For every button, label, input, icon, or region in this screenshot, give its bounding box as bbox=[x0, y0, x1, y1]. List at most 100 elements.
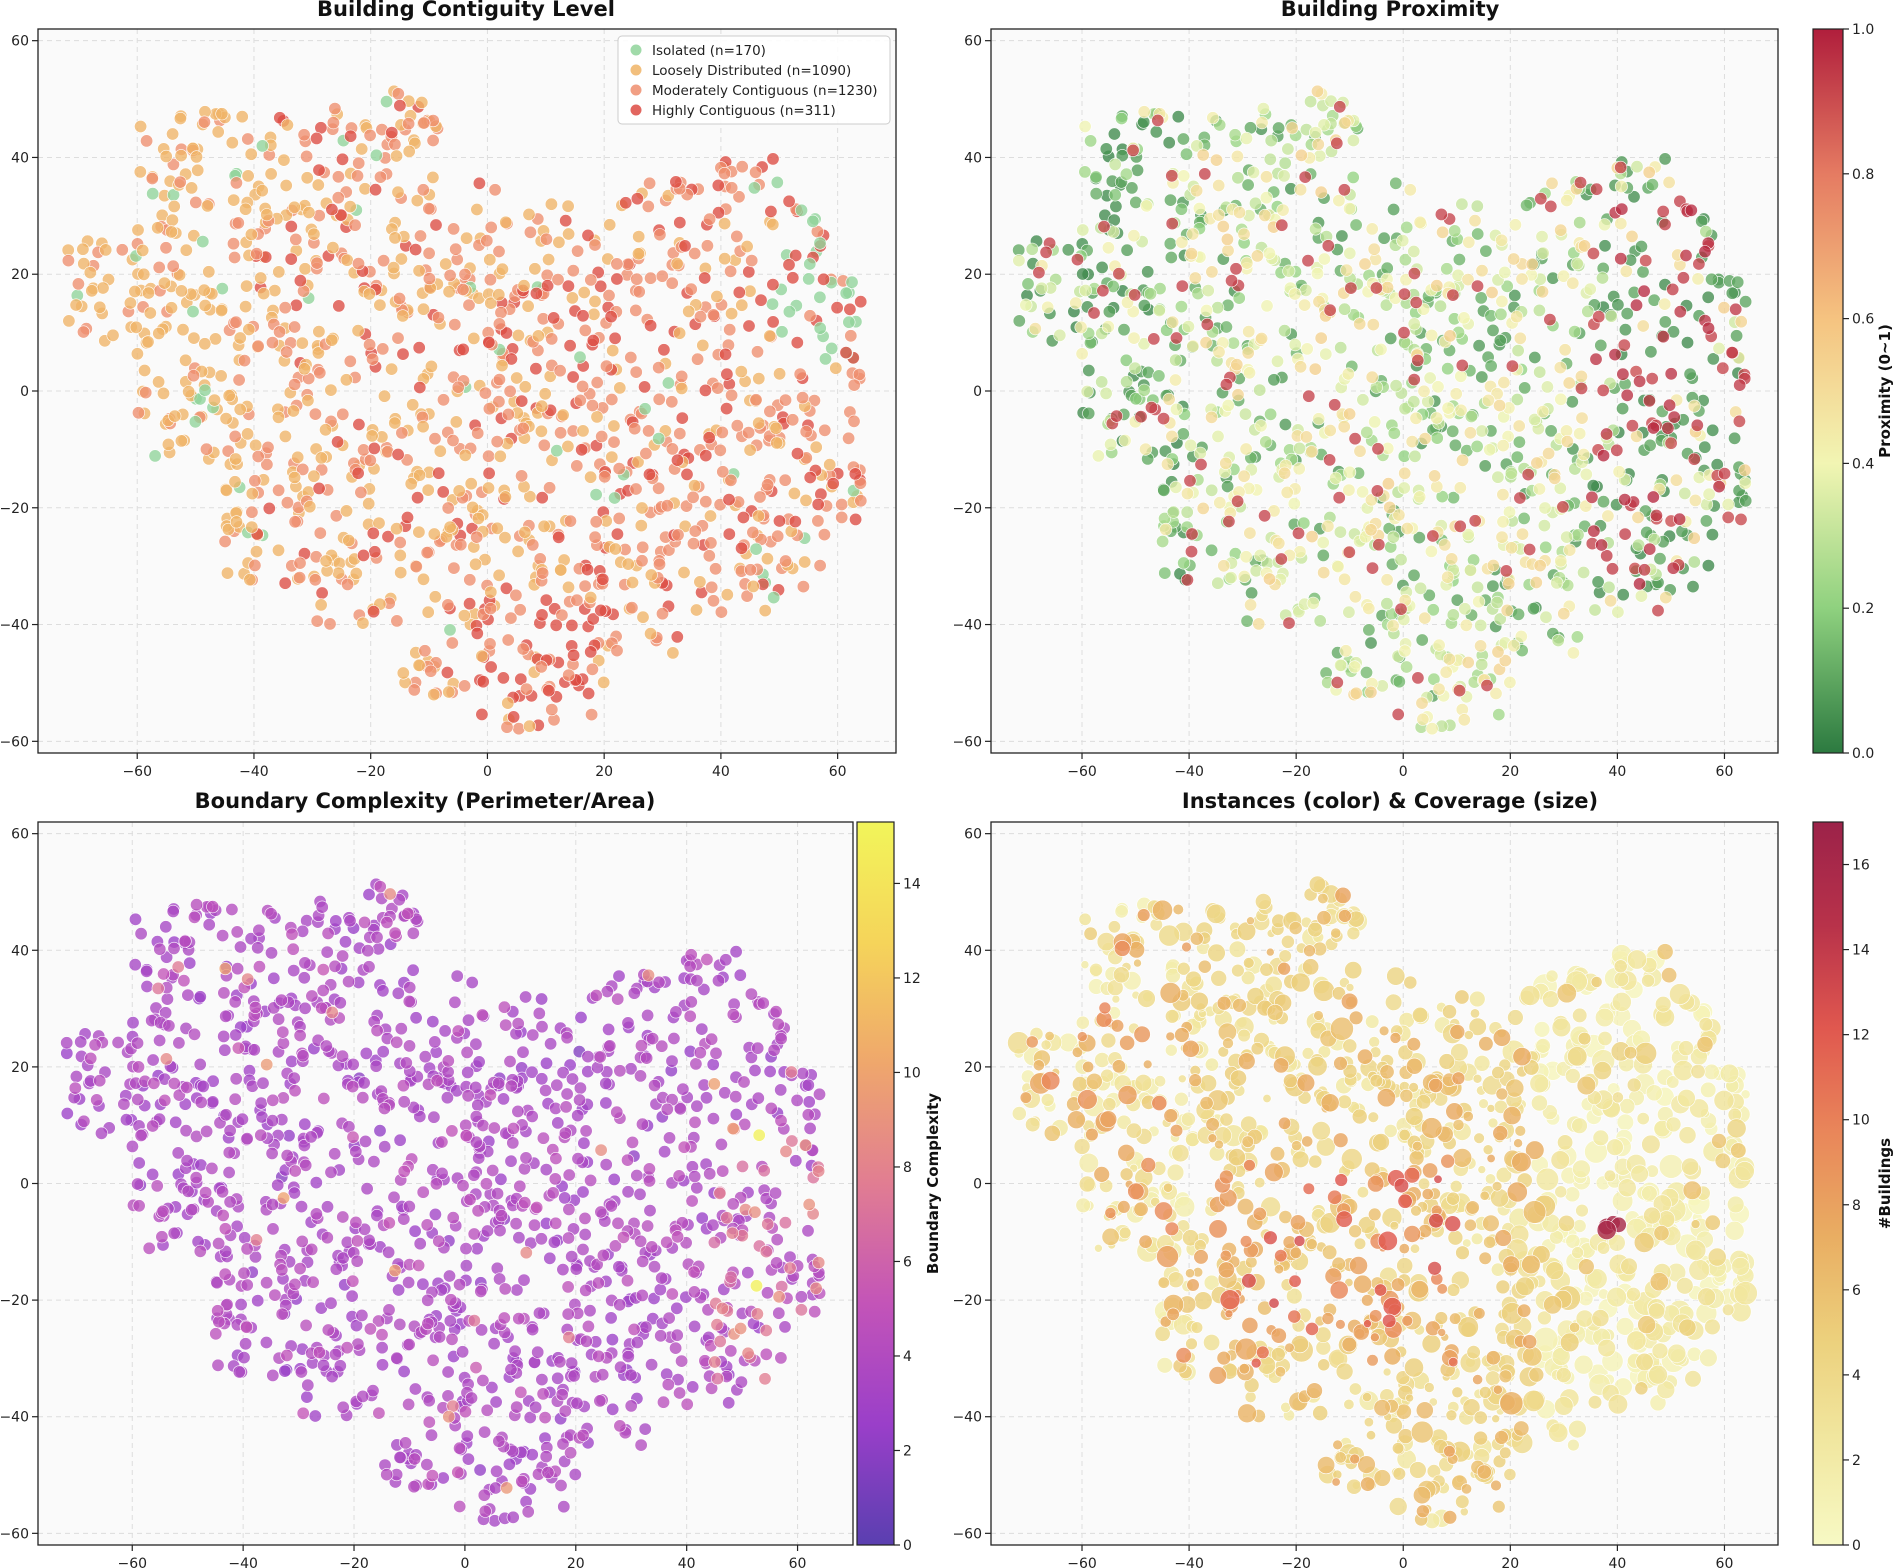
scatter-point bbox=[1589, 352, 1603, 366]
scatter-point bbox=[336, 1400, 350, 1414]
scatter-point bbox=[813, 236, 827, 250]
scatter-point bbox=[1255, 331, 1269, 345]
scatter-point bbox=[699, 1091, 713, 1105]
scatter-point bbox=[591, 1276, 605, 1290]
scatter-point bbox=[750, 1307, 764, 1321]
scatter-point bbox=[402, 1276, 416, 1290]
scatter-point bbox=[1581, 304, 1595, 318]
scatter-point bbox=[451, 1465, 465, 1479]
scatter-point bbox=[280, 496, 294, 510]
scatter-point bbox=[1219, 456, 1233, 470]
scatter-point bbox=[422, 272, 436, 286]
scatter-point bbox=[351, 466, 365, 480]
scatter-point bbox=[802, 1198, 816, 1212]
scatter-point bbox=[612, 511, 626, 525]
scatter-point bbox=[576, 1428, 590, 1442]
scatter-point bbox=[645, 1358, 659, 1372]
x-tick-label: 20 bbox=[567, 1556, 585, 1568]
scatter-point bbox=[1642, 165, 1656, 179]
scatter-point bbox=[1258, 208, 1272, 222]
scatter-point bbox=[1538, 501, 1552, 515]
scatter-point bbox=[1448, 224, 1462, 238]
scatter-point bbox=[1452, 253, 1466, 267]
scatter-point bbox=[314, 451, 328, 465]
scatter-point bbox=[1585, 490, 1599, 504]
scatter-point bbox=[766, 315, 780, 329]
scatter-point bbox=[280, 118, 294, 132]
scatter-point bbox=[1285, 121, 1299, 135]
scatter-point bbox=[556, 408, 570, 422]
scatter-point bbox=[1343, 465, 1357, 479]
scatter-point bbox=[1231, 388, 1245, 402]
scatter-point bbox=[646, 1032, 660, 1046]
scatter-point bbox=[465, 975, 479, 989]
scatter-point bbox=[682, 304, 696, 318]
scatter-point bbox=[716, 465, 730, 479]
scatter-point bbox=[393, 1133, 407, 1147]
scatter-point bbox=[1672, 1060, 1694, 1082]
scatter-point bbox=[162, 1019, 176, 1033]
scatter-point bbox=[333, 1359, 347, 1373]
scatter-point bbox=[1237, 569, 1251, 583]
scatter-point bbox=[1102, 305, 1116, 319]
scatter-point bbox=[1311, 137, 1325, 151]
scatter-point bbox=[1577, 447, 1591, 461]
scatter-point bbox=[288, 470, 302, 484]
scatter-point bbox=[710, 289, 724, 303]
scatter-point bbox=[265, 1114, 279, 1128]
scatter-point bbox=[255, 139, 269, 153]
scatter-point bbox=[1343, 202, 1357, 216]
colorbar-tick-label: 6 bbox=[903, 1254, 912, 1270]
scatter-point bbox=[260, 1276, 274, 1290]
scatter-point bbox=[492, 317, 506, 331]
scatter-point bbox=[724, 1270, 738, 1284]
scatter-point bbox=[1343, 407, 1357, 421]
y-tick-label: 40 bbox=[964, 150, 982, 166]
scatter-point bbox=[1586, 247, 1600, 261]
scatter-point bbox=[1095, 375, 1109, 389]
scatter-point bbox=[754, 293, 768, 307]
scatter-point bbox=[1492, 708, 1506, 722]
scatter-point bbox=[413, 380, 427, 394]
scatter-point bbox=[790, 447, 804, 461]
scatter-point bbox=[760, 1286, 774, 1300]
scatter-point bbox=[306, 1275, 320, 1289]
scatter-point bbox=[321, 926, 335, 940]
scatter-point bbox=[587, 307, 601, 321]
scatter-point bbox=[319, 554, 333, 568]
scatter-point bbox=[1574, 176, 1588, 190]
scatter-point bbox=[635, 554, 649, 568]
scatter-point bbox=[1529, 575, 1543, 589]
scatter-point bbox=[1454, 369, 1468, 383]
scatter-point bbox=[1144, 287, 1158, 301]
y-tick-label: −60 bbox=[0, 1526, 29, 1542]
scatter-point bbox=[216, 1185, 230, 1199]
scatter-point bbox=[1166, 1163, 1185, 1182]
scatter-point bbox=[492, 568, 506, 582]
legend: Isolated (n=170)Loosely Distributed (n=1… bbox=[617, 35, 891, 125]
scatter-point bbox=[1200, 303, 1214, 317]
scatter-point bbox=[228, 475, 242, 489]
scatter-point bbox=[789, 1154, 803, 1168]
scatter-point bbox=[422, 246, 436, 260]
scatter-point bbox=[1405, 435, 1419, 449]
scatter-point bbox=[436, 485, 450, 499]
colorbar-tick-label: 4 bbox=[903, 1349, 912, 1365]
scatter-point bbox=[1200, 317, 1214, 331]
scatter-point bbox=[673, 216, 687, 230]
scatter-point bbox=[1592, 310, 1606, 324]
scatter-point bbox=[403, 980, 417, 994]
scatter-point bbox=[693, 310, 707, 324]
scatter-point bbox=[1400, 521, 1414, 535]
scatter-point bbox=[1564, 1186, 1581, 1203]
scatter-point bbox=[747, 181, 761, 195]
scatter-point bbox=[460, 1429, 474, 1443]
scatter-point bbox=[1163, 237, 1177, 251]
scatter-point bbox=[594, 603, 608, 617]
scatter-point bbox=[726, 1197, 740, 1211]
scatter-point bbox=[1471, 279, 1485, 293]
scatter-point bbox=[624, 350, 638, 364]
scatter-point bbox=[451, 380, 465, 394]
scatter-point bbox=[492, 1076, 506, 1090]
scatter-point bbox=[273, 325, 287, 339]
